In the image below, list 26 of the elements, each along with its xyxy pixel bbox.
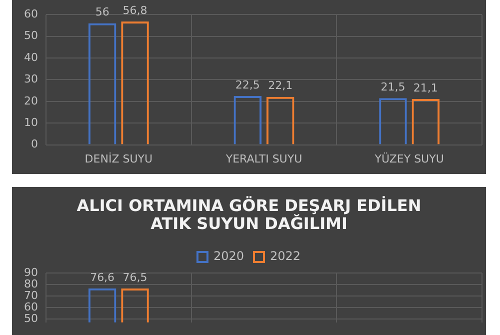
x-tick-label: YÜZEY SUYU — [374, 151, 444, 166]
y-tick-label: 90 — [24, 266, 38, 279]
y-tick-label: 70 — [24, 288, 38, 302]
y-tick-label: 60 — [24, 7, 38, 20]
legend-label: 2020 — [213, 249, 244, 264]
data-label: 22,1 — [268, 79, 293, 92]
legend-label: 2022 — [270, 249, 301, 264]
data-label: 56,8 — [122, 4, 148, 17]
data-label: 56 — [95, 6, 110, 19]
data-label: 22,5 — [235, 78, 260, 92]
y-tick-label: 40 — [24, 50, 38, 64]
y-tick-label: 50 — [24, 312, 38, 325]
data-label: 21,5 — [380, 80, 406, 94]
chart-title: ALICI ORTAMINA GÖRE DEŞARJ EDİLEN ATIK SUYUN DAĞILIMI — [76, 196, 422, 233]
y-tick-label: 0 — [30, 138, 38, 151]
y-tick-label: 10 — [24, 116, 38, 129]
y-tick-label: 80 — [24, 277, 38, 290]
data-label: 76,5 — [122, 270, 148, 284]
x-tick-label: YERALTI SUYU — [224, 152, 302, 166]
y-tick-label: 20 — [24, 94, 38, 108]
y-tick-label: 60 — [24, 300, 38, 314]
y-tick-label: 50 — [24, 29, 38, 42]
data-label: 21,1 — [413, 81, 438, 94]
x-tick-label: DENİZ SUYU — [84, 151, 153, 166]
y-tick-label: 30 — [24, 72, 38, 86]
data-label: 76,6 — [90, 270, 115, 284]
